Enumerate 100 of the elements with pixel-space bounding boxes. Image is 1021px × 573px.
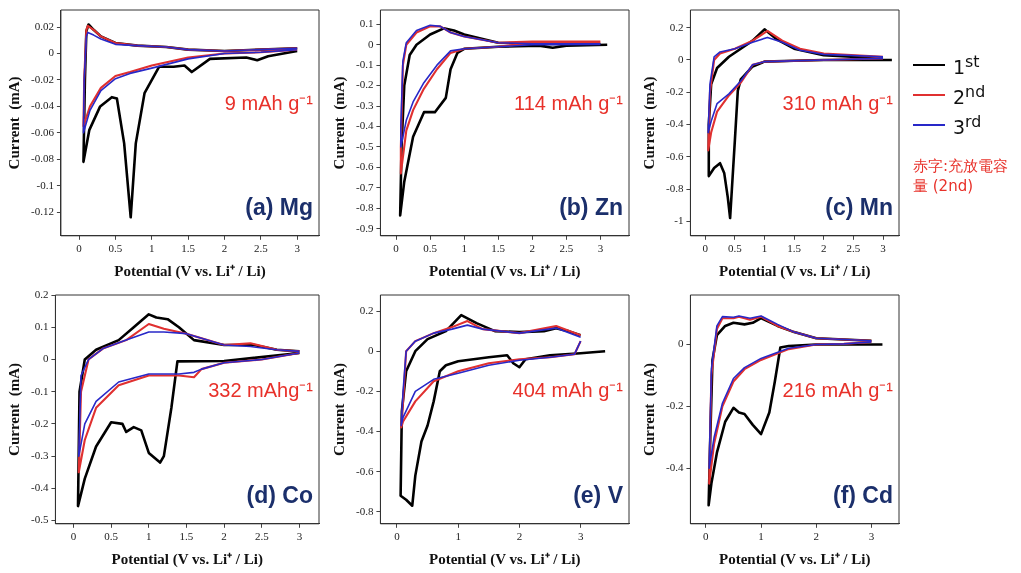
x-tick-label: 1.5 [181, 242, 196, 255]
y-tick-label: 0 [367, 344, 374, 357]
y-axis-title: Current (mA) [5, 362, 23, 456]
x-tick-label: 0.5 [104, 530, 119, 543]
x-tick-label: 3 [597, 242, 604, 255]
y-tick-label: -0.02 [30, 72, 54, 85]
y-tick-label: 0 [677, 52, 684, 65]
x-axis-title: Potential (V vs. Li⁺ / Li) [114, 262, 266, 280]
y-tick-label: -0.1 [355, 58, 374, 71]
x-tick-label: 1.5 [787, 242, 802, 255]
x-tick-label: 1 [146, 530, 152, 543]
annotation: (e) V [573, 481, 624, 508]
y-axis-title: Current (mA) [640, 76, 658, 170]
x-tick-label: 2 [813, 530, 819, 543]
y-axis-title: Current (mA) [330, 362, 348, 456]
y-tick-label: -0.12 [30, 204, 54, 217]
x-tick-label: 2 [529, 242, 536, 255]
x-tick-label: 0.5 [423, 242, 438, 255]
x-tick-label: 0 [76, 242, 83, 255]
y-tick-label: -0.6 [665, 149, 684, 162]
annotation: (f) Cd [832, 481, 893, 508]
x-tick-label: 2 [221, 242, 228, 255]
y-tick-label: -0.8 [665, 181, 684, 194]
y-tick-label: -0.2 [355, 78, 374, 91]
x-tick-label: 0.5 [727, 242, 743, 255]
y-tick-label: -0.4 [355, 424, 374, 437]
x-tick-label: 0.5 [108, 242, 123, 255]
legend-label: 3$^{rd}$ [953, 111, 982, 139]
y-tick-label: 0.2 [669, 20, 684, 33]
annotation: 310 mAh g⁻¹ [782, 92, 894, 115]
y-tick-label: -0.3 [30, 449, 49, 462]
y-tick-label: -0.6 [355, 464, 374, 477]
y-tick-label: -0.1 [30, 384, 49, 397]
y-tick-label: -0.8 [355, 201, 374, 214]
x-tick-label: 2 [221, 530, 227, 543]
x-axis-title: Potential (V vs. Li⁺ / Li) [429, 262, 581, 280]
y-tick-label: -0.2 [665, 85, 684, 98]
y-tick-label: -0.7 [355, 180, 374, 193]
y-tick-label: -0.08 [30, 152, 55, 165]
y-tick-label: 0 [48, 46, 55, 59]
annotation: (d) Co [246, 481, 313, 508]
y-tick-label: -0.6 [355, 160, 374, 173]
x-tick-label: 1 [455, 530, 461, 543]
y-tick-label: -0.4 [665, 461, 684, 474]
y-tick-label: 0 [677, 337, 684, 350]
x-tick-label: 2 [516, 530, 523, 543]
y-tick-label: -0.1 [36, 178, 54, 191]
y-tick-label: -0.2 [355, 384, 374, 397]
x-axis-title: Potential (V vs. Li⁺ / Li) [429, 550, 581, 568]
x-tick-label: 2.5 [254, 530, 270, 543]
y-tick-label: -0.8 [355, 504, 374, 517]
y-axis-title: Current (mA) [5, 76, 23, 170]
y-tick-label: -0.3 [355, 98, 374, 111]
annotation: 216 mAh g⁻¹ [782, 378, 894, 401]
annotation: 404 mAh g⁻¹ [512, 378, 624, 401]
x-tick-label: 1.5 [491, 242, 506, 255]
y-tick-label: -1 [674, 214, 684, 227]
annotation: (b) Zn [559, 194, 623, 221]
y-tick-label: 0.2 [34, 287, 49, 300]
y-tick-label: 0 [42, 352, 49, 365]
y-tick-label: -0.2 [30, 416, 49, 429]
x-tick-label: 3 [294, 242, 301, 255]
y-tick-label: 0 [367, 37, 374, 50]
annotation: (c) Mn [825, 194, 893, 221]
x-tick-label: 2 [820, 242, 827, 255]
x-tick-label: 0 [393, 242, 400, 255]
x-tick-label: 0 [702, 242, 709, 255]
x-tick-label: 3 [868, 530, 875, 543]
annotation: 332 mAhg⁻¹ [208, 378, 314, 401]
y-tick-label: 0.2 [359, 303, 374, 316]
legend-label: 2$^{nd}$ [953, 81, 986, 109]
x-tick-label: 2.5 [846, 242, 861, 255]
x-axis-title: Potential (V vs. Li⁺ / Li) [111, 550, 263, 568]
y-tick-label: -0.4 [355, 119, 374, 132]
x-tick-label: 2.5 [253, 242, 269, 255]
y-tick-label: 0.1 [34, 320, 49, 333]
x-tick-label: 1 [761, 242, 768, 255]
y-tick-label: -0.4 [30, 481, 49, 494]
x-tick-label: 1 [149, 242, 155, 255]
x-axis-title: Potential (V vs. Li⁺ / Li) [719, 262, 871, 280]
annotation: 9 mAh g⁻¹ [224, 92, 314, 115]
text: 赤字:充放電容量 (2nd) [913, 156, 1010, 196]
x-tick-label: 0 [394, 530, 401, 543]
y-tick-label: -0.2 [665, 399, 684, 412]
x-tick-label: 3 [577, 530, 584, 543]
x-tick-label: 2.5 [559, 242, 574, 255]
legend-label: 1$^{st}$ [953, 51, 980, 79]
y-tick-label: -0.5 [355, 139, 374, 152]
x-tick-label: 3 [296, 530, 303, 543]
x-tick-label: 1 [758, 530, 764, 543]
y-axis-title: Current (mA) [640, 362, 658, 456]
y-tick-label: 0.1 [359, 17, 374, 30]
y-tick-label: -0.06 [30, 125, 55, 138]
y-tick-label: -0.4 [665, 117, 684, 130]
x-tick-label: 3 [880, 242, 887, 255]
y-tick-label: -0.9 [355, 221, 374, 234]
x-tick-label: 1 [461, 242, 467, 255]
y-tick-label: 0.02 [34, 20, 54, 33]
annotation: 114 mAh g⁻¹ [514, 92, 624, 115]
y-tick-label: -0.04 [30, 99, 55, 112]
